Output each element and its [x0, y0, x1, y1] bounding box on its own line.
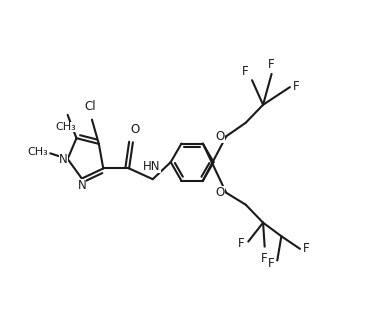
Text: O: O: [130, 123, 139, 136]
Text: F: F: [261, 252, 268, 265]
Text: F: F: [268, 58, 275, 71]
Text: CH₃: CH₃: [27, 147, 48, 157]
Text: F: F: [268, 257, 274, 270]
Text: O: O: [215, 186, 225, 199]
Text: N: N: [77, 178, 86, 191]
Text: CH₃: CH₃: [56, 122, 76, 132]
Text: HN: HN: [143, 160, 161, 173]
Text: F: F: [242, 65, 249, 78]
Text: F: F: [293, 80, 300, 93]
Text: F: F: [303, 242, 310, 255]
Text: N: N: [59, 153, 68, 165]
Text: O: O: [215, 130, 225, 143]
Text: F: F: [238, 237, 245, 250]
Text: Cl: Cl: [85, 100, 96, 113]
